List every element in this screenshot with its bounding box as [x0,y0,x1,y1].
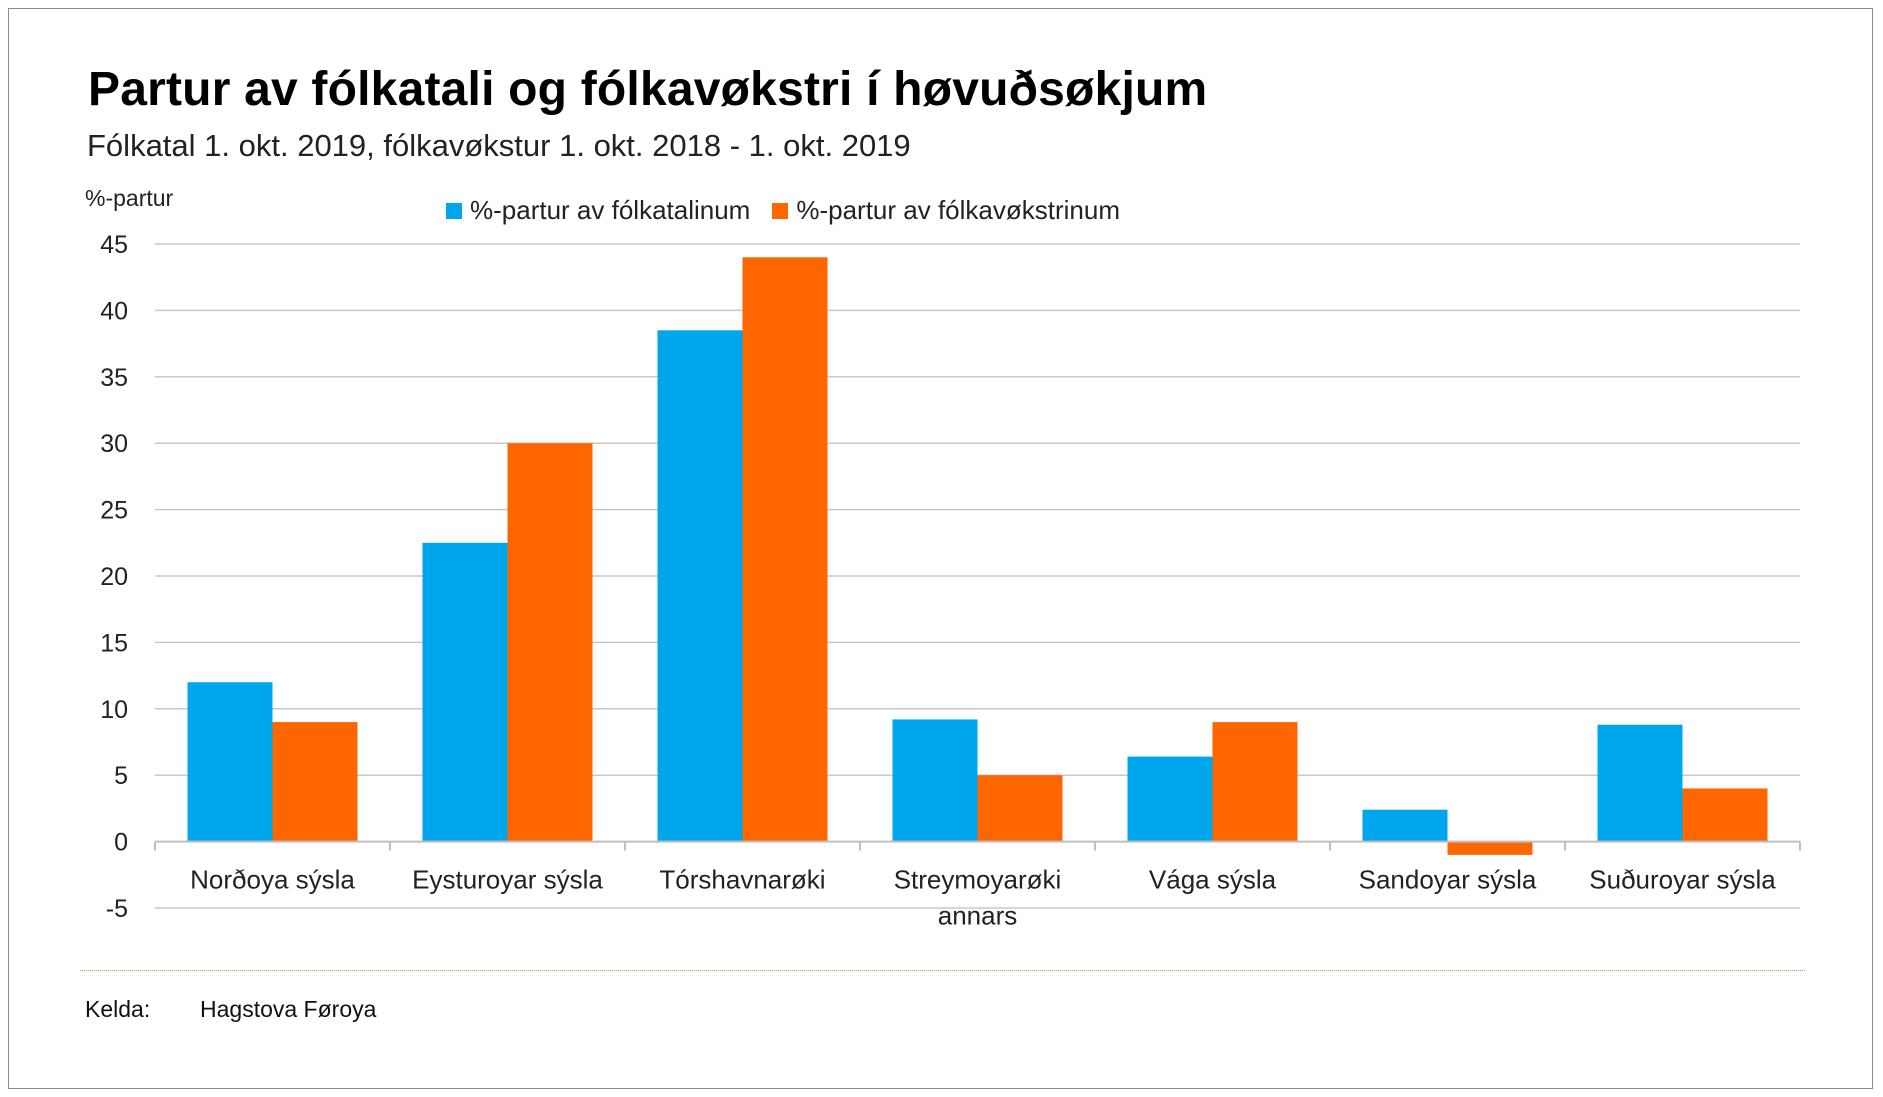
footer-divider [80,970,1805,971]
bar-series-0 [1362,809,1448,842]
y-tick-label: 25 [100,497,128,525]
bar-series-0 [1127,756,1213,842]
y-axis-label: %-partur [85,185,174,211]
y-tick-label: 45 [100,231,128,259]
x-category-label-line: Sandoyar sýsla [1359,865,1537,895]
bar-series-1 [742,257,828,842]
x-category-label-line: Streymoyarøki [894,865,1062,895]
y-tick-label: 0 [114,829,128,857]
legend-swatch-growth [772,202,789,219]
bar-series-0 [892,719,978,842]
legend-label-population: %-partur av fólkatalinum [470,195,751,225]
y-tick-label: 40 [100,297,128,325]
y-tick-label: -5 [106,895,128,923]
bar-series-0 [187,682,273,842]
x-category-label: Eysturoyar sýsla [412,865,603,895]
bar-series-1 [507,443,593,842]
legend: %-partur av fólkatalinum %-partur av fól… [446,195,1142,226]
legend-label-growth: %-partur av fólkavøkstrinum [796,195,1120,225]
x-category-label-line: Suðuroyar sýsla [1589,865,1776,895]
y-tick-label: 30 [100,430,128,458]
bar-series-0 [422,542,508,842]
x-category-label-line: Tórshavnarøki [659,865,825,895]
bar-series-1 [1212,722,1298,842]
legend-item-population: %-partur av fólkatalinum [446,195,750,226]
bar-series-0 [657,330,743,842]
x-category-label: Sandoyar sýsla [1359,865,1537,895]
y-tick-label: 35 [100,364,128,392]
chart-frame [8,8,1873,1089]
x-category-label: Tórshavnarøki [659,865,825,895]
y-tick-label: 5 [114,762,128,790]
bar-series-1 [272,722,358,842]
bar-series-1 [1447,841,1533,855]
chart-title: Partur av fólkatali og fólkavøkstri í hø… [88,63,1208,116]
x-category-label-line: annars [938,901,1018,931]
bar-series-1 [977,775,1063,842]
y-tick-label: 15 [100,629,128,657]
source-label: Kelda: [85,996,151,1022]
legend-item-growth: %-partur av fólkavøkstrinum [772,195,1120,226]
x-category-label-line: Eysturoyar sýsla [412,865,603,895]
bar-series-0 [1597,724,1683,842]
x-category-label: Streymoyarøki annars [894,865,1062,931]
legend-swatch-population [446,202,462,219]
chart-subtitle: Fólkatal 1. okt. 2019, fólkavøkstur 1. o… [87,128,911,163]
x-category-label-line: Vága sýsla [1149,865,1277,895]
bar-series-1 [1682,788,1768,842]
x-category-label: Vága sýsla [1149,865,1277,895]
y-tick-label: 20 [100,563,128,591]
source-value: Hagstova Føroya [200,996,377,1022]
x-category-label: Suðuroyar sýsla [1589,865,1776,895]
x-category-label: Norðoya sýsla [190,865,355,895]
x-category-label-line: Norðoya sýsla [190,865,355,895]
y-tick-label: 10 [100,696,128,724]
